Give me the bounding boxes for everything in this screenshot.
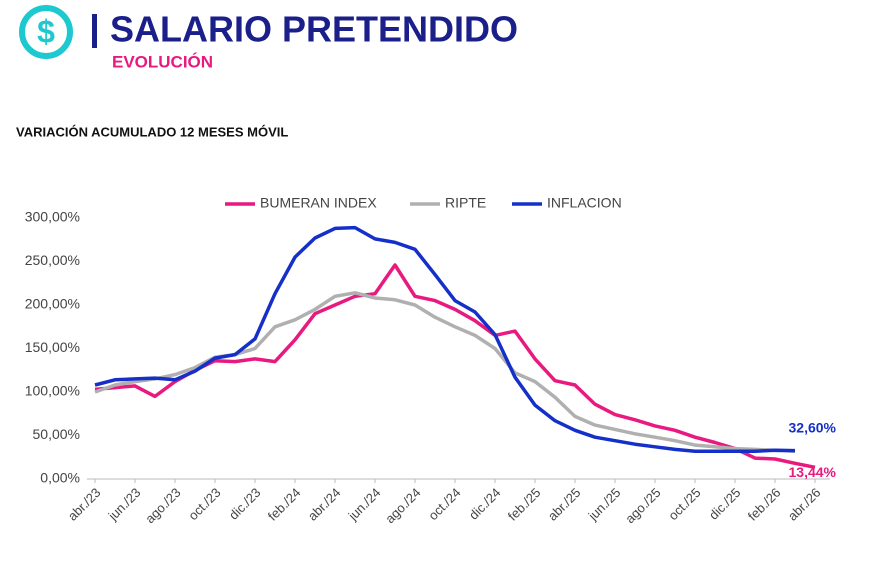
legend-label: BUMERAN INDEX — [260, 195, 377, 211]
x-tick-label: ago./24 — [382, 485, 423, 526]
annotation: 13,44% — [789, 464, 837, 480]
logo-symbol: $ — [37, 13, 55, 49]
x-tick-label: jun./23 — [105, 485, 144, 524]
y-tick-label: 100,00% — [25, 383, 80, 399]
series-line — [94, 291, 796, 453]
x-tick-label: dic./24 — [466, 485, 504, 523]
page-title: SALARIO PRETENDIDO — [110, 9, 518, 50]
y-tick-label: 0,00% — [40, 470, 80, 486]
x-tick-label: ago./23 — [142, 485, 183, 526]
x-tick-label: feb./24 — [265, 485, 304, 524]
y-tick-label: 50,00% — [33, 426, 80, 442]
title-bar — [92, 14, 97, 48]
x-tick-label: abr./25 — [545, 485, 584, 524]
x-tick-label: feb./26 — [745, 485, 784, 524]
y-tick-label: 200,00% — [25, 296, 80, 312]
x-tick-label: feb./25 — [505, 485, 544, 524]
x-tick-label: jun./25 — [585, 485, 624, 524]
chart-title: VARIACIÓN ACUMULADO 12 MESES MÓVIL — [16, 124, 288, 139]
y-tick-label: 150,00% — [25, 339, 80, 355]
x-tick-label: oct./23 — [185, 485, 223, 523]
series-line — [94, 263, 816, 470]
y-tick-label: 250,00% — [25, 252, 80, 268]
page-subtitle: EVOLUCIÓN — [112, 52, 213, 71]
x-tick-label: ago./25 — [622, 485, 663, 526]
x-tick-label: oct./24 — [425, 485, 463, 523]
legend-label: RIPTE — [445, 195, 486, 211]
x-tick-label: abr./24 — [305, 485, 344, 524]
x-tick-label: abr./26 — [785, 485, 824, 524]
legend-label: INFLACION — [547, 195, 622, 211]
series-line — [94, 225, 796, 453]
x-tick-label: dic./25 — [706, 485, 744, 523]
y-tick-label: 300,00% — [25, 209, 80, 225]
x-tick-label: jun./24 — [345, 485, 384, 524]
x-tick-label: abr./23 — [65, 485, 104, 524]
x-tick-label: dic./23 — [226, 485, 264, 523]
logo — [19, 5, 73, 59]
x-tick-label: oct./25 — [665, 485, 703, 523]
annotation: 32,60% — [789, 419, 837, 435]
